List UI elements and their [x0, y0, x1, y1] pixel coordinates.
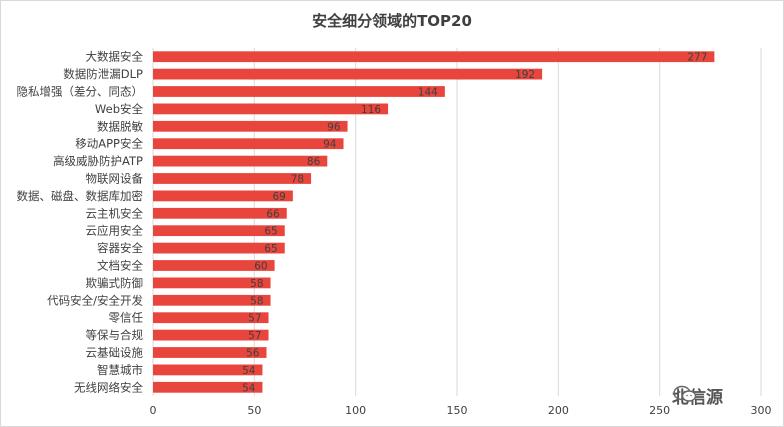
category-label: 智慧城市: [97, 363, 143, 377]
bars: [153, 51, 715, 393]
bar: [153, 381, 263, 393]
category-label: 移动APP安全: [75, 137, 143, 151]
category-label: 隐私增强（差分、同态）: [17, 85, 144, 99]
bar: [153, 277, 271, 289]
bar: [153, 68, 543, 80]
data-label: 65: [264, 243, 277, 255]
wechat-icon: [673, 385, 697, 402]
category-label: 高级威胁防护ATP: [53, 154, 143, 168]
data-label: 144: [418, 87, 438, 99]
data-label: 60: [254, 261, 267, 273]
data-label: 58: [250, 295, 263, 307]
bar: [153, 173, 312, 184]
category-label: 等保与合规: [86, 328, 144, 342]
data-label: 69: [272, 191, 285, 203]
bar: [153, 225, 285, 237]
data-label: 86: [307, 156, 321, 168]
bar: [153, 155, 328, 167]
x-tick-label: 150: [447, 404, 468, 417]
x-tick-labels: 0 50 100 150 200 250 300: [150, 404, 772, 417]
category-label: 欺骗式防御: [86, 276, 144, 290]
bar: [153, 190, 293, 202]
category-label: 大数据安全: [86, 50, 144, 64]
grid-lines: [152, 48, 762, 396]
category-label: 容器安全: [97, 241, 143, 255]
category-label: 数据脱敏: [97, 119, 143, 133]
bar: [153, 294, 271, 306]
data-label: 57: [248, 330, 261, 342]
x-tick-label: 100: [345, 404, 366, 417]
data-label: 96: [327, 121, 341, 133]
x-tick-label: 200: [548, 404, 569, 417]
bar: [153, 86, 445, 97]
bar: [153, 312, 269, 324]
category-label: 数据、磁盘、数据库加密: [17, 189, 144, 203]
bar: [153, 242, 285, 254]
category-label: 无线网络安全: [74, 380, 143, 394]
data-label: 58: [250, 278, 263, 290]
watermark: 北信源: [672, 384, 723, 408]
category-label: 数据防泄漏DLP: [63, 67, 143, 81]
x-tick-label: 0: [150, 404, 157, 417]
data-label: 66: [266, 208, 280, 220]
category-label: 代码安全/安全开发: [47, 293, 143, 307]
x-tick-label: 250: [649, 404, 670, 417]
category-label: 文档安全: [97, 259, 143, 273]
data-label: 56: [246, 348, 260, 360]
bar: [153, 103, 389, 115]
bar: [153, 347, 267, 358]
bar: [153, 51, 715, 63]
chart-title: 安全细分领域的TOP20: [312, 12, 472, 30]
data-label: 65: [264, 226, 277, 238]
data-label: 192: [515, 69, 535, 81]
bar: [153, 329, 269, 341]
data-label: 277: [687, 52, 707, 64]
category-label: 云应用安全: [86, 224, 144, 238]
bar: [153, 207, 287, 219]
data-label: 78: [291, 174, 304, 186]
category-label: 物联网设备: [86, 172, 144, 186]
category-label: 云主机安全: [86, 206, 144, 220]
x-tick-label: 50: [247, 404, 261, 417]
data-label: 54: [242, 382, 256, 394]
category-label: 零信任: [109, 311, 144, 325]
x-tick-label: 300: [751, 404, 772, 417]
bar: [153, 364, 263, 376]
data-label: 94: [323, 139, 337, 151]
bar: [153, 120, 348, 132]
bar: [153, 138, 344, 150]
category-label: Web安全: [95, 102, 144, 116]
data-label: 57: [248, 313, 261, 325]
data-label: 116: [361, 104, 381, 116]
data-label: 54: [242, 365, 256, 377]
bar: [153, 260, 275, 271]
category-label: 云基础设施: [86, 346, 144, 360]
